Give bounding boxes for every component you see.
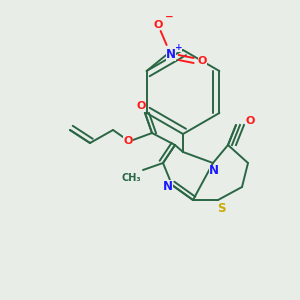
Text: N: N bbox=[166, 47, 176, 61]
Text: N: N bbox=[163, 179, 173, 193]
Text: N: N bbox=[209, 164, 219, 178]
Text: O: O bbox=[154, 20, 163, 30]
Text: O: O bbox=[245, 116, 255, 126]
Text: O: O bbox=[136, 101, 146, 111]
Text: −: − bbox=[165, 12, 174, 22]
Text: O: O bbox=[198, 56, 207, 66]
Text: CH₃: CH₃ bbox=[121, 173, 141, 183]
Text: S: S bbox=[217, 202, 225, 214]
Text: O: O bbox=[123, 136, 133, 146]
Text: +: + bbox=[175, 43, 182, 52]
